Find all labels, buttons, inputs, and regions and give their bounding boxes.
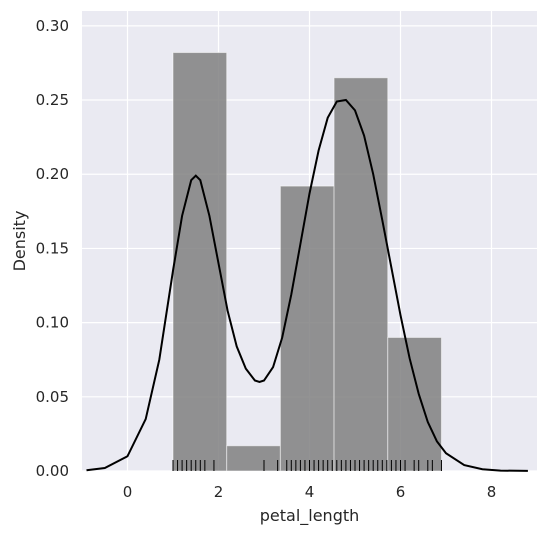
x-tick-label: 2 <box>214 483 224 501</box>
x-axis-label: petal_length <box>260 506 360 526</box>
y-tick-label: 0.10 <box>36 314 69 332</box>
histogram-bar <box>387 336 442 472</box>
y-tick-label: 0.00 <box>36 462 69 480</box>
y-axis-ticks: 0.00 0.05 0.10 0.15 0.20 0.25 0.30 <box>36 17 69 480</box>
y-tick-label: 0.25 <box>36 91 69 109</box>
x-axis-ticks: 0 2 4 6 8 <box>123 483 497 501</box>
histogram-bar <box>279 185 335 472</box>
x-tick-label: 8 <box>487 483 497 501</box>
x-tick-label: 4 <box>305 483 315 501</box>
x-tick-label: 0 <box>123 483 133 501</box>
y-tick-label: 0.15 <box>36 239 69 257</box>
y-tick-label: 0.30 <box>36 17 69 35</box>
rug-marks <box>172 460 442 471</box>
y-tick-label: 0.05 <box>36 388 69 406</box>
histogram-bar <box>226 445 281 472</box>
x-tick-label: 6 <box>396 483 406 501</box>
y-tick-label: 0.20 <box>36 165 69 183</box>
y-axis-label: Density <box>10 211 29 272</box>
kde-curve <box>86 98 528 472</box>
histogram-bar <box>333 77 389 472</box>
